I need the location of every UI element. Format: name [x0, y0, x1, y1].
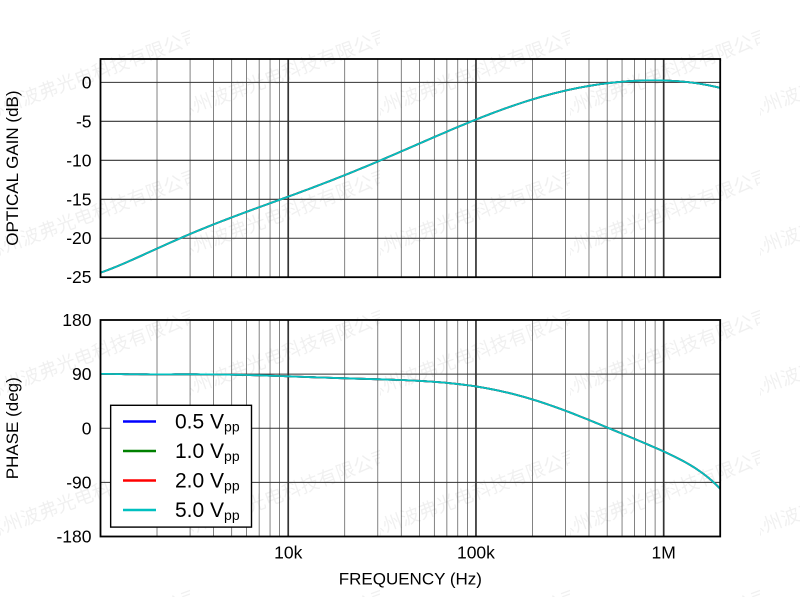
svg-text:90: 90 [72, 364, 92, 384]
svg-text:PHASE (deg): PHASE (deg) [3, 377, 22, 479]
svg-text:10k: 10k [274, 543, 302, 563]
svg-text:OPTICAL GAIN (dB): OPTICAL GAIN (dB) [3, 90, 22, 245]
svg-text:-180: -180 [56, 527, 91, 547]
svg-text:180: 180 [62, 310, 91, 330]
svg-text:-90: -90 [66, 472, 92, 492]
svg-text:-5: -5 [76, 111, 92, 131]
svg-text:-25: -25 [66, 267, 91, 287]
svg-text:FREQUENCY (Hz): FREQUENCY (Hz) [339, 570, 482, 589]
svg-text:1M: 1M [652, 543, 676, 563]
svg-text:-15: -15 [66, 189, 91, 209]
svg-text:-20: -20 [66, 228, 92, 248]
svg-text:0: 0 [82, 72, 92, 92]
svg-text:-10: -10 [66, 150, 92, 170]
svg-text:100k: 100k [457, 543, 495, 563]
svg-text:0: 0 [82, 418, 92, 438]
